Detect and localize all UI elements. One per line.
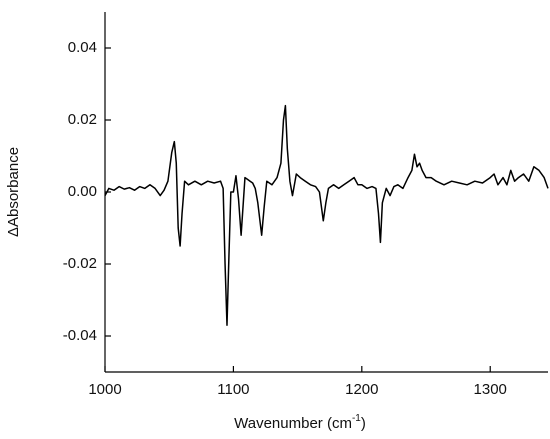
x-tick-label: 1000 xyxy=(88,381,121,398)
x-tick-label: 1300 xyxy=(474,381,507,398)
x-tick-label: 1100 xyxy=(217,381,249,398)
x-label-main: Wavenumber (cm xyxy=(234,415,352,432)
x-label-sup: -1 xyxy=(352,413,361,424)
y-tick-label: -0.04 xyxy=(63,327,97,344)
y-tick-label: -0.02 xyxy=(63,255,97,272)
x-tick-label: 1200 xyxy=(345,381,378,398)
x-axis-label: Wavenumber (cm-1) xyxy=(234,413,366,432)
x-label-end: ) xyxy=(361,415,366,432)
spectrum-line xyxy=(104,104,549,326)
y-tick-label: 0.04 xyxy=(68,39,97,56)
y-tick-label: 0.02 xyxy=(68,111,97,128)
y-tick-label: 0.00 xyxy=(68,183,97,200)
y-axis-label: ΔAbsorbance xyxy=(5,147,22,237)
